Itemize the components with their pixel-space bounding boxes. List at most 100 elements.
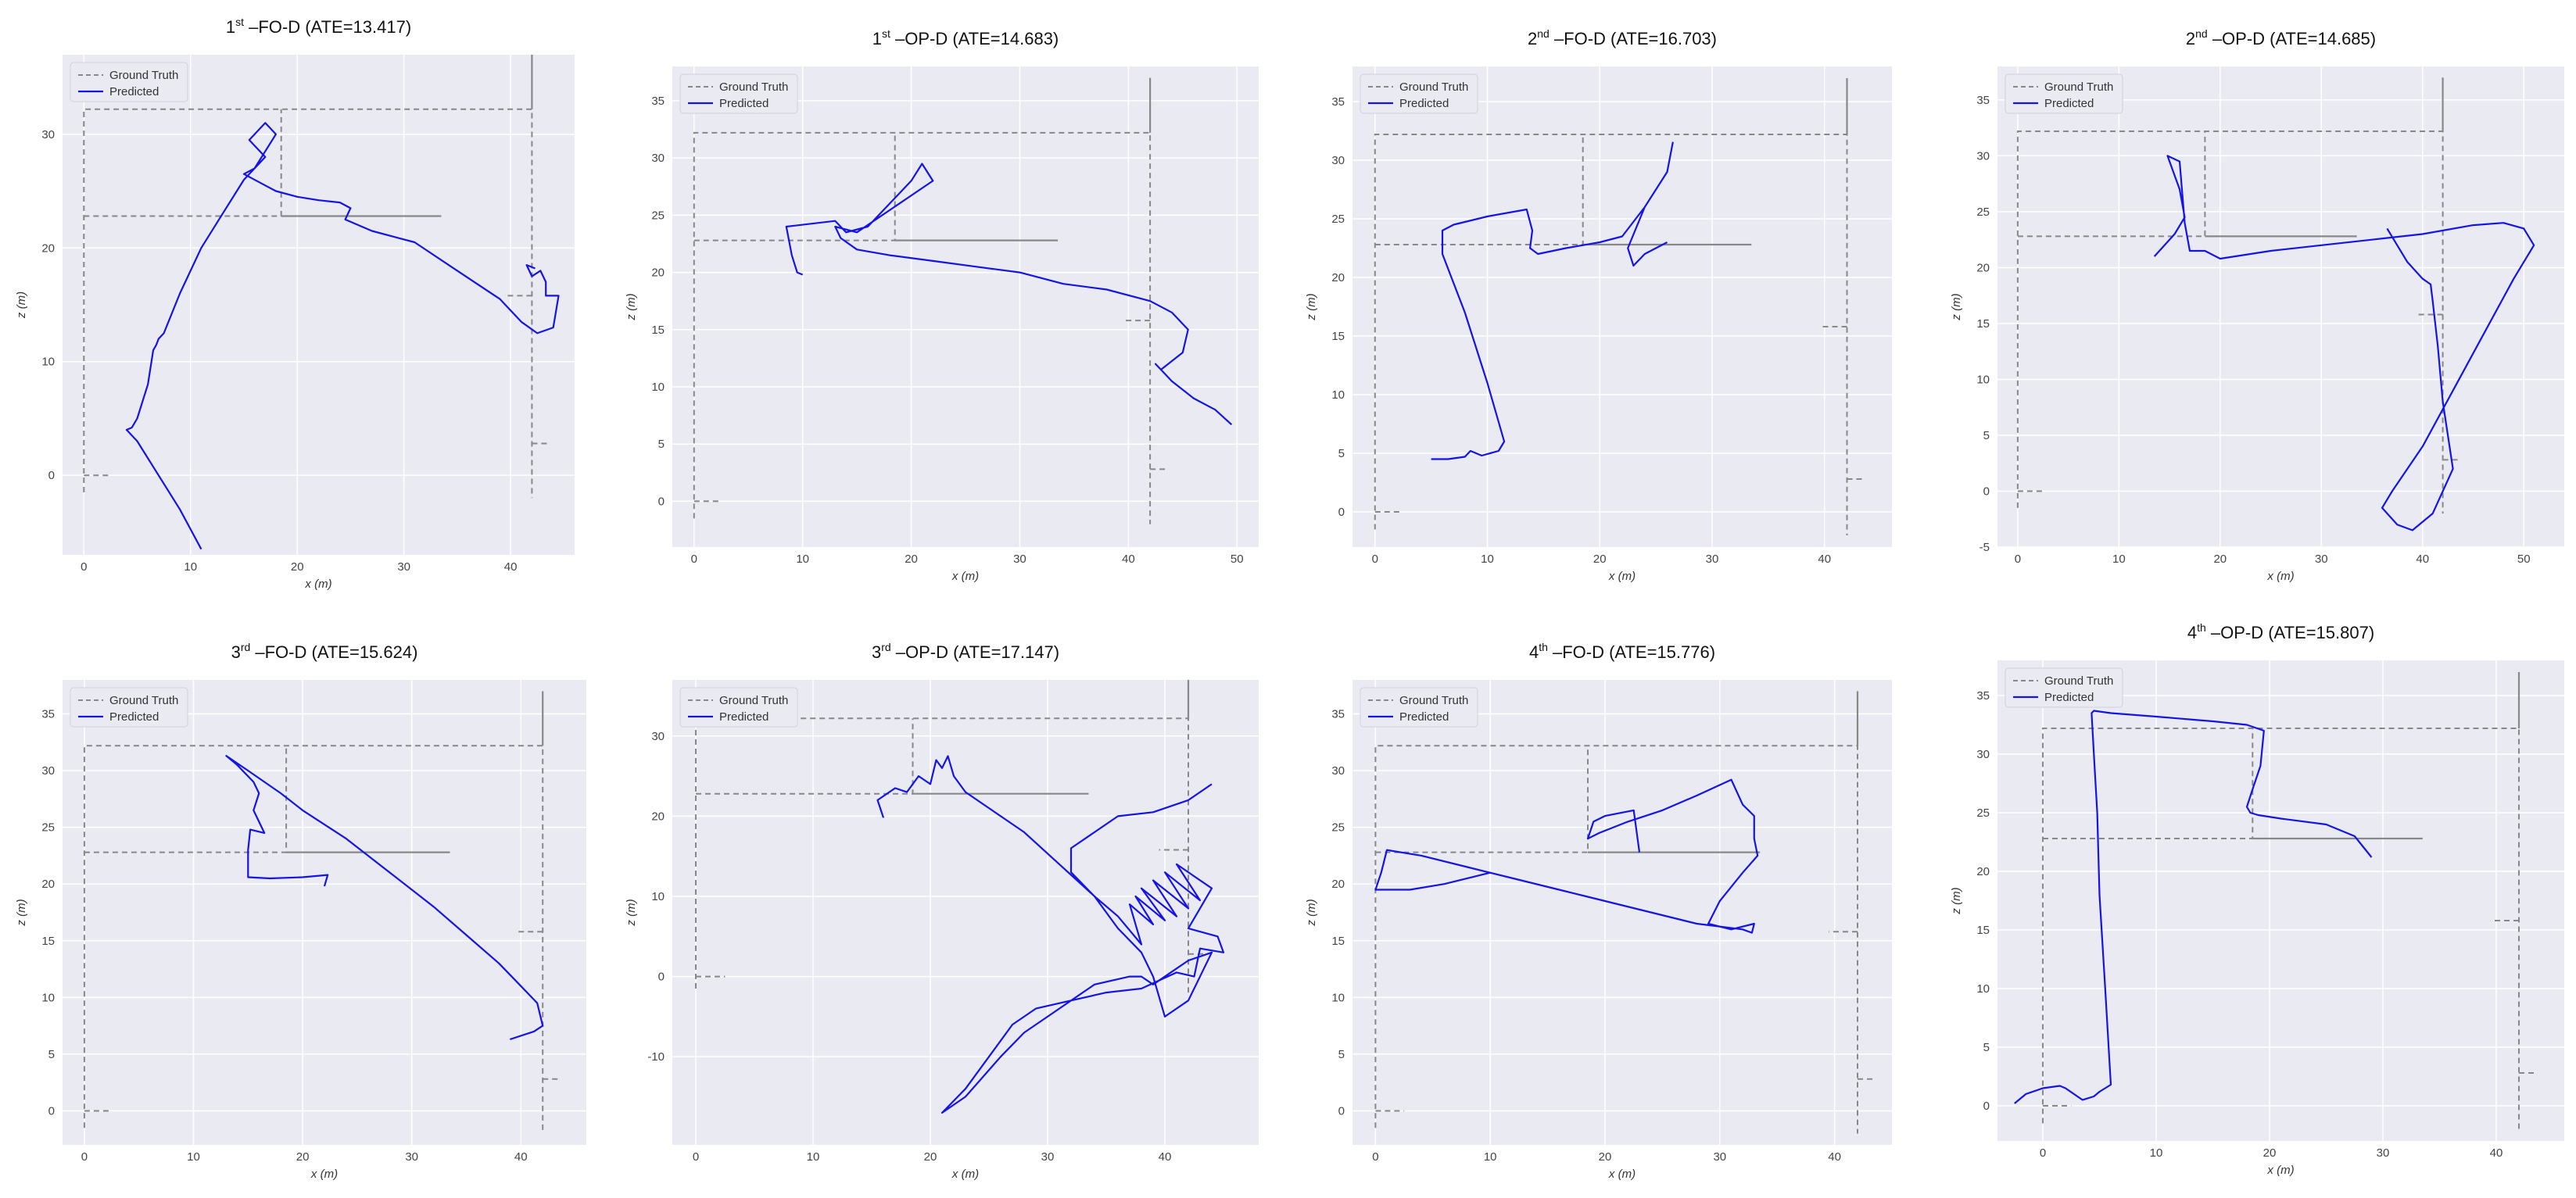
x-tick-label: 0 bbox=[81, 1150, 88, 1164]
y-tick-label: 20 bbox=[651, 810, 665, 823]
predicted-trajectory bbox=[2153, 155, 2535, 531]
predicted-trajectory bbox=[876, 755, 1225, 1114]
y-axis-label: z (m) bbox=[15, 291, 28, 319]
y-tick-label: 0 bbox=[1983, 1100, 1990, 1113]
x-tick-label: 30 bbox=[1713, 1150, 1726, 1164]
y-tick-label: 20 bbox=[1331, 878, 1345, 891]
y-tick-label: 20 bbox=[1976, 865, 1990, 878]
y-tick-label: 20 bbox=[41, 241, 55, 255]
y-tick-label: 5 bbox=[1983, 1041, 1990, 1054]
x-axis-label: x (m) bbox=[310, 1168, 338, 1181]
x-tick-label: 40 bbox=[1159, 1150, 1172, 1164]
y-tick-label: 20 bbox=[41, 878, 55, 891]
trajectory-chart: 0 10 20 30 40 50 -5 0 5 10 15 20 25 30 35 x (m) z (m) 2nd… bbox=[1950, 27, 2564, 583]
x-tick-label: 40 bbox=[504, 560, 518, 574]
y-tick-label: 30 bbox=[1976, 748, 1990, 761]
x-tick-label: 30 bbox=[1706, 553, 1719, 566]
chart-title: 4th –FO-D (ATE=15.776) bbox=[1529, 641, 1715, 662]
y-tick-label: 30 bbox=[41, 764, 55, 778]
y-tick-label: 20 bbox=[651, 266, 665, 280]
trajectory-chart: 0 10 20 30 40 0 5 10 15 20 25 30 35 x (m) z (m) 4th –OP… bbox=[1950, 621, 2564, 1177]
y-axis-label: z (m) bbox=[15, 899, 28, 926]
y-tick-label: 20 bbox=[1976, 261, 1990, 274]
ground-truth-line bbox=[1374, 745, 1858, 1134]
x-axis-label: x (m) bbox=[304, 578, 331, 591]
trajectory-chart: 0 10 20 30 40 0 5 10 15 20 25 30 35 x (m) z (m) 2nd –FO… bbox=[1305, 27, 1892, 583]
legend-gt-label: Ground Truth bbox=[719, 80, 788, 94]
legend-pred-label: Predicted bbox=[719, 97, 769, 110]
legend-pred-label: Predicted bbox=[109, 85, 159, 98]
y-axis-label: z (m) bbox=[1305, 899, 1318, 926]
trajectory-chart: 0 10 20 30 40 50 0 5 10 15 20 25 30 35 x (m) z (m) 1st –… bbox=[625, 27, 1259, 583]
ground-truth-line bbox=[693, 131, 1152, 524]
x-tick-label: 20 bbox=[1599, 1150, 1612, 1164]
y-tick-label: 35 bbox=[651, 95, 665, 108]
chart-title: 3rd –OP-D (ATE=17.147) bbox=[872, 641, 1059, 662]
chart-title: 4th –OP-D (ATE=15.807) bbox=[2187, 621, 2374, 642]
legend-pred-label: Predicted bbox=[1399, 97, 1449, 110]
x-tick-label: 20 bbox=[291, 560, 304, 574]
x-tick-label: 20 bbox=[2213, 553, 2227, 566]
x-tick-label: 20 bbox=[296, 1150, 310, 1164]
ground-truth-line bbox=[693, 132, 896, 241]
y-tick-label: 25 bbox=[1331, 821, 1345, 835]
y-tick-label: 35 bbox=[1331, 708, 1345, 721]
y-axis-label: z (m) bbox=[1950, 293, 1963, 320]
chart-title: 1st –FO-D (ATE=13.417) bbox=[226, 16, 411, 37]
chart-panel: 0 10 20 30 40 0 5 10 15 20 25 30 35 x (m) z (m) 3rd –FO… bbox=[0, 625, 602, 1198]
y-tick-label: 30 bbox=[651, 152, 665, 165]
y-tick-label: 0 bbox=[1338, 506, 1345, 519]
chart-panel: 0 10 20 30 40 0 5 10 15 20 25 30 35 x (m) z (m) 4th –FO… bbox=[1294, 625, 1911, 1198]
x-tick-label: 10 bbox=[807, 1150, 820, 1164]
legend-pred-label: Predicted bbox=[109, 710, 159, 724]
predicted-trajectory bbox=[785, 163, 1233, 426]
y-tick-label: 25 bbox=[1976, 206, 1990, 219]
y-tick-label: 20 bbox=[1331, 271, 1345, 284]
x-tick-label: 10 bbox=[184, 560, 197, 574]
x-tick-label: 20 bbox=[2263, 1146, 2277, 1160]
y-tick-label: 10 bbox=[1976, 982, 1990, 996]
plot-area bbox=[1997, 66, 2564, 547]
legend-pred-label: Predicted bbox=[1399, 710, 1449, 724]
y-tick-label: 5 bbox=[1338, 1048, 1345, 1061]
y-tick-label: 0 bbox=[1338, 1104, 1345, 1118]
x-tick-label: 30 bbox=[397, 560, 410, 574]
x-tick-label: 20 bbox=[905, 553, 918, 566]
x-tick-label: 0 bbox=[691, 553, 697, 566]
x-axis-label: x (m) bbox=[2266, 570, 2294, 583]
y-tick-label: 10 bbox=[1331, 991, 1345, 1004]
x-tick-label: 30 bbox=[405, 1150, 418, 1164]
x-axis-label: x (m) bbox=[951, 1168, 979, 1181]
y-tick-label: 30 bbox=[651, 730, 665, 743]
legend-pred-label: Predicted bbox=[2044, 97, 2094, 110]
chart-panel: 0 10 20 30 40 50 0 5 10 15 20 25 30 35 x (m) z (m) 1st –… bbox=[614, 8, 1267, 602]
y-tick-label: 35 bbox=[1976, 689, 1990, 703]
plot-area bbox=[1352, 66, 1892, 547]
legend-gt-label: Ground Truth bbox=[109, 69, 178, 82]
y-tick-label: 30 bbox=[1976, 149, 1990, 163]
y-axis-label: z (m) bbox=[1305, 293, 1318, 320]
x-axis-label: x (m) bbox=[2266, 1164, 2294, 1177]
y-tick-label: 10 bbox=[41, 356, 55, 369]
y-tick-label: 5 bbox=[658, 438, 665, 451]
trajectory-chart: 0 10 20 30 40 0 5 10 15 20 25 30 35 x (m) z (m) 4th –FO… bbox=[1305, 641, 1892, 1181]
y-tick-label: 15 bbox=[1976, 317, 1990, 331]
y-tick-label: 25 bbox=[1976, 806, 1990, 820]
y-tick-label: 0 bbox=[658, 971, 665, 984]
x-tick-label: 30 bbox=[2315, 553, 2328, 566]
y-tick-label: 0 bbox=[1983, 485, 1990, 498]
y-tick-label: -10 bbox=[647, 1050, 665, 1064]
plot-area bbox=[63, 55, 575, 555]
predicted-trajectory bbox=[225, 755, 544, 1041]
x-tick-label: 40 bbox=[514, 1150, 528, 1164]
ground-truth-line bbox=[2017, 131, 2206, 238]
x-tick-label: 10 bbox=[1484, 1150, 1497, 1164]
y-tick-label: 35 bbox=[1331, 95, 1345, 109]
x-axis-label: x (m) bbox=[1608, 1168, 1636, 1181]
x-tick-label: 10 bbox=[2112, 553, 2126, 566]
chart-title: 2nd –OP-D (ATE=14.685) bbox=[2186, 27, 2376, 48]
y-tick-label: 30 bbox=[1331, 764, 1345, 778]
y-tick-label: 10 bbox=[1331, 388, 1345, 402]
plot-area bbox=[1997, 660, 2564, 1141]
y-tick-label: 5 bbox=[1983, 429, 1990, 442]
